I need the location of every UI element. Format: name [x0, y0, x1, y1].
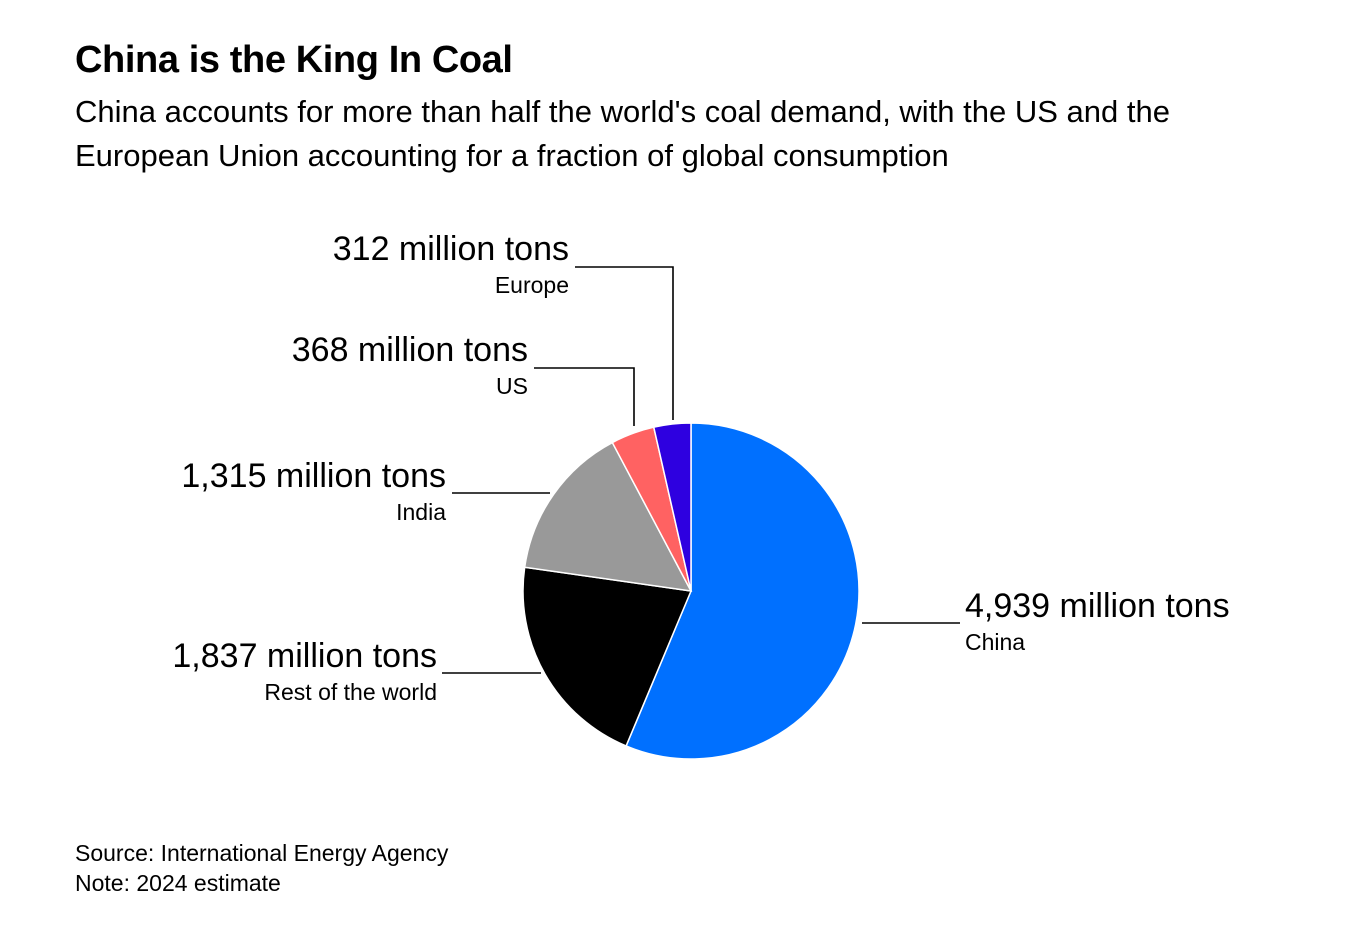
pie-slices [522, 422, 860, 760]
chart-title: China is the King In Coal [75, 39, 513, 81]
category-label-china: China [965, 629, 1025, 655]
slice-rest-of-the-world [522, 566, 693, 747]
category-label-india: India [396, 499, 446, 525]
value-label-us: 368 million tons [292, 331, 528, 369]
leader-line-europe [575, 266, 674, 420]
category-label-europe: Europe [495, 272, 569, 298]
value-label-india: 1,315 million tons [181, 457, 446, 495]
leader-lines [442, 266, 960, 674]
category-label-rest-of-the-world: Rest of the world [264, 679, 437, 705]
estimate-note: Note: 2024 estimate [75, 870, 281, 896]
category-label-us: US [496, 373, 528, 399]
slice-china [625, 422, 860, 760]
value-label-europe: 312 million tons [333, 230, 569, 268]
source-note: Source: International Energy Agency [75, 840, 449, 866]
chart-footer: Source: International Energy Agency Note… [75, 838, 448, 898]
value-label-china: 4,939 million tons [965, 587, 1230, 625]
slice-india [523, 441, 693, 592]
slice-labels: 4,939 million tons China 1,837 million ton… [172, 230, 1229, 705]
value-label-rest-of-the-world: 1,837 million tons [172, 637, 437, 675]
slice-europe [652, 422, 692, 592]
leader-line-us [534, 367, 635, 426]
chart-subtitle: China accounts for more than half the wo… [75, 94, 1170, 173]
